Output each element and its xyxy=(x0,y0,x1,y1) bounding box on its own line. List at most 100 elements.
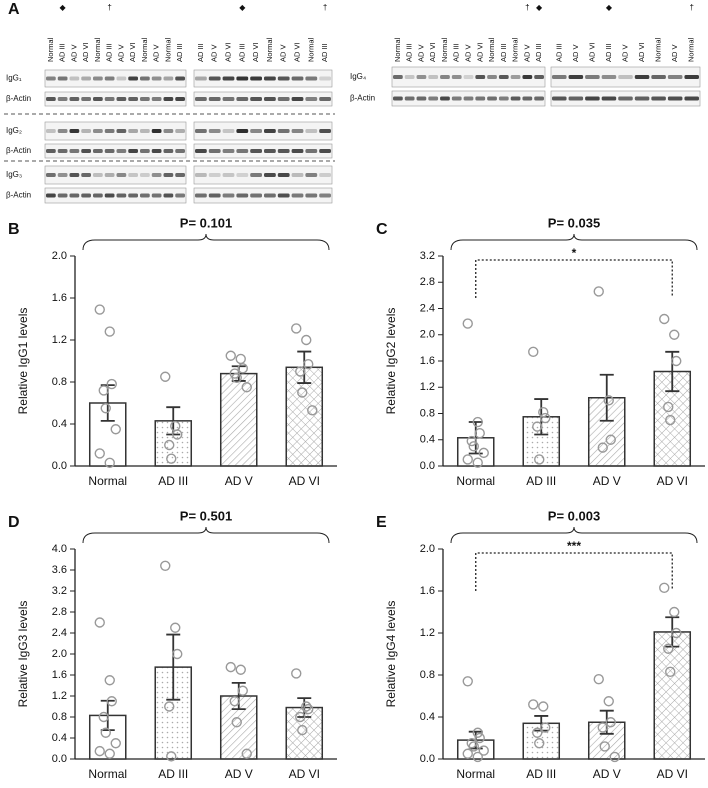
blot-band xyxy=(585,75,600,79)
blot-frame xyxy=(44,121,187,141)
blot-band xyxy=(104,149,115,153)
y-axis-label: Relative IgG4 levels xyxy=(384,601,398,708)
blot-row-label: IgG₃ xyxy=(6,170,22,179)
blot-band xyxy=(208,149,221,153)
data-point xyxy=(462,748,473,759)
blot-band xyxy=(404,96,415,101)
data-point xyxy=(295,366,306,377)
bar xyxy=(653,631,692,760)
lane-label: AD III xyxy=(175,43,184,62)
blot-band xyxy=(305,193,318,198)
blot-band xyxy=(534,96,544,101)
x-tick-label: AD VI xyxy=(289,474,320,488)
blot-band xyxy=(151,193,162,198)
blot-row-label: β-Actin xyxy=(6,146,31,155)
y-tick-label: 0.8 xyxy=(52,711,67,723)
x-tick-label: Normal xyxy=(456,767,495,781)
blot-band xyxy=(81,129,91,133)
blot-band xyxy=(291,97,304,101)
lane-label: AD V xyxy=(571,44,580,62)
blot-band xyxy=(128,173,138,177)
data-point xyxy=(301,701,312,712)
data-point xyxy=(106,378,117,390)
blot-band xyxy=(222,97,235,101)
blot-band xyxy=(116,193,127,198)
blot-band xyxy=(140,129,150,133)
blot-band xyxy=(510,75,521,79)
error-bar xyxy=(599,373,614,422)
y-tick-label: 3.6 xyxy=(52,564,67,576)
blot-band xyxy=(291,129,304,133)
blot-band xyxy=(57,193,68,198)
blot-band xyxy=(81,173,91,177)
blot-band xyxy=(319,76,331,81)
blot-band xyxy=(81,193,91,198)
blot-band xyxy=(451,96,462,101)
data-point xyxy=(528,699,539,710)
lane-label: AD VI xyxy=(251,42,260,62)
y-tick-label: 0.0 xyxy=(420,460,435,472)
blot-band xyxy=(57,129,68,133)
blot-band xyxy=(305,149,318,153)
blot-band xyxy=(104,129,115,133)
blot-band xyxy=(208,97,221,101)
blot-band xyxy=(57,149,68,153)
blot-band xyxy=(277,173,290,177)
data-point xyxy=(166,453,177,464)
x-tick-label: AD V xyxy=(225,767,253,781)
blot-band xyxy=(69,76,80,81)
blot-frame xyxy=(193,165,333,185)
blot-band xyxy=(46,149,56,153)
blot-band xyxy=(46,173,56,177)
data-point xyxy=(605,434,616,445)
data-point xyxy=(295,711,306,723)
blot-band xyxy=(250,129,262,133)
panel-label: E xyxy=(376,514,387,531)
data-point xyxy=(94,448,105,459)
lane-label: AD III xyxy=(604,43,613,62)
data-point xyxy=(462,318,473,329)
blot-band xyxy=(667,75,683,79)
blot-band xyxy=(163,173,174,177)
blot-band xyxy=(236,193,249,198)
blot-band xyxy=(151,129,162,133)
blot-band xyxy=(534,75,544,79)
significance-label: * xyxy=(572,246,577,260)
blot-band xyxy=(651,75,666,79)
data-point xyxy=(110,424,121,435)
y-axis-label: Relative IgG3 levels xyxy=(16,601,30,708)
blot-band xyxy=(404,75,415,79)
blot-band xyxy=(140,193,150,198)
lane-marker: † xyxy=(323,3,327,12)
blot-frame xyxy=(391,66,546,88)
blot-band xyxy=(463,96,474,101)
blot-band xyxy=(163,193,174,198)
blot-band xyxy=(163,129,174,133)
lane-marker: ◆ xyxy=(239,3,246,12)
y-tick-label: 0.4 xyxy=(420,434,435,446)
blot-band xyxy=(634,96,650,101)
data-point xyxy=(462,454,473,465)
data-point xyxy=(160,560,171,571)
data-point xyxy=(100,403,111,414)
lane-label: AD III xyxy=(320,43,329,62)
blot-band xyxy=(81,149,91,153)
blot-band xyxy=(498,75,509,79)
blot-band xyxy=(116,97,127,101)
blot-band xyxy=(568,96,584,101)
x-tick-label: AD V xyxy=(593,474,621,488)
x-tick-label: AD III xyxy=(158,767,188,781)
data-point xyxy=(472,751,483,763)
blot-row-label: β-Actin xyxy=(6,191,31,200)
y-tick-label: 1.6 xyxy=(52,292,67,304)
x-tick-label: Normal xyxy=(456,474,495,488)
data-point xyxy=(659,313,670,325)
data-point xyxy=(301,334,312,346)
blot-band xyxy=(128,76,138,81)
data-point xyxy=(104,748,115,759)
bracket xyxy=(450,526,698,544)
data-point xyxy=(462,676,473,687)
blot-frame xyxy=(193,121,333,141)
lane-label: AD V xyxy=(463,44,472,62)
